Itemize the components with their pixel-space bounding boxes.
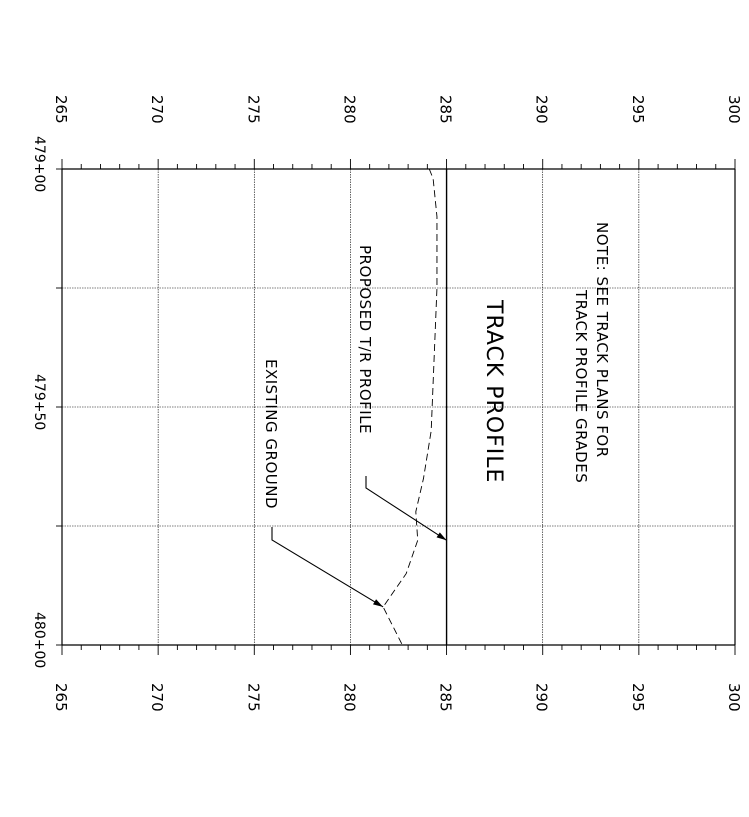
bottom-elevation-label: 295	[629, 683, 647, 712]
bottom-elevation-label: 265	[52, 683, 70, 712]
top-elevation-label: 265	[52, 95, 70, 124]
bottom-elevation-label: 290	[533, 683, 551, 712]
top-elevation-label: 280	[340, 95, 358, 124]
bottom-elevation-label: 275	[244, 683, 262, 712]
proposed-profile-label: PROPOSED T/R PROFILE	[356, 245, 374, 434]
callout-leaders	[271, 476, 447, 608]
existing-ground-label: EXISTING GROUND	[262, 359, 280, 509]
proposed-profile-leader	[365, 476, 447, 541]
proposed-profile-leader-arrowhead	[436, 532, 447, 541]
existing-ground-leader-arrowhead	[373, 599, 384, 607]
existing-ground-line	[382, 168, 438, 646]
annotations: NOTE: SEE TRACK PLANS FOR TRACK PROFILE …	[262, 222, 611, 509]
note-line-1: NOTE: SEE TRACK PLANS FOR	[593, 222, 611, 458]
drawing-title: TRACK PROFILE	[481, 299, 506, 483]
station-label: 479+00	[31, 136, 47, 192]
profile-grid	[61, 168, 736, 646]
top-elevation-label: 285	[437, 95, 455, 124]
top-elevation-label: 270	[148, 95, 166, 124]
axis-ticks	[56, 159, 736, 655]
bottom-elevation-label: 285	[437, 683, 455, 712]
bottom-elevation-label: 280	[340, 683, 358, 712]
station-label: 480+00	[31, 612, 47, 668]
top-elevation-label: 275	[244, 95, 262, 124]
note-line-2: TRACK PROFILE GRADES	[572, 289, 590, 483]
station-label: 479+50	[31, 374, 47, 430]
bottom-elevation-label: 300	[725, 683, 743, 712]
profile-series	[382, 168, 448, 646]
axis-labels: 265 265 270 270 275 275 280 280 285 285 290 290 295 2…	[31, 95, 743, 712]
bottom-elevation-label: 270	[148, 683, 166, 712]
top-elevation-label: 300	[725, 95, 743, 124]
top-elevation-label: 290	[533, 95, 551, 124]
existing-ground-leader	[271, 527, 384, 608]
top-elevation-label: 295	[629, 95, 647, 124]
